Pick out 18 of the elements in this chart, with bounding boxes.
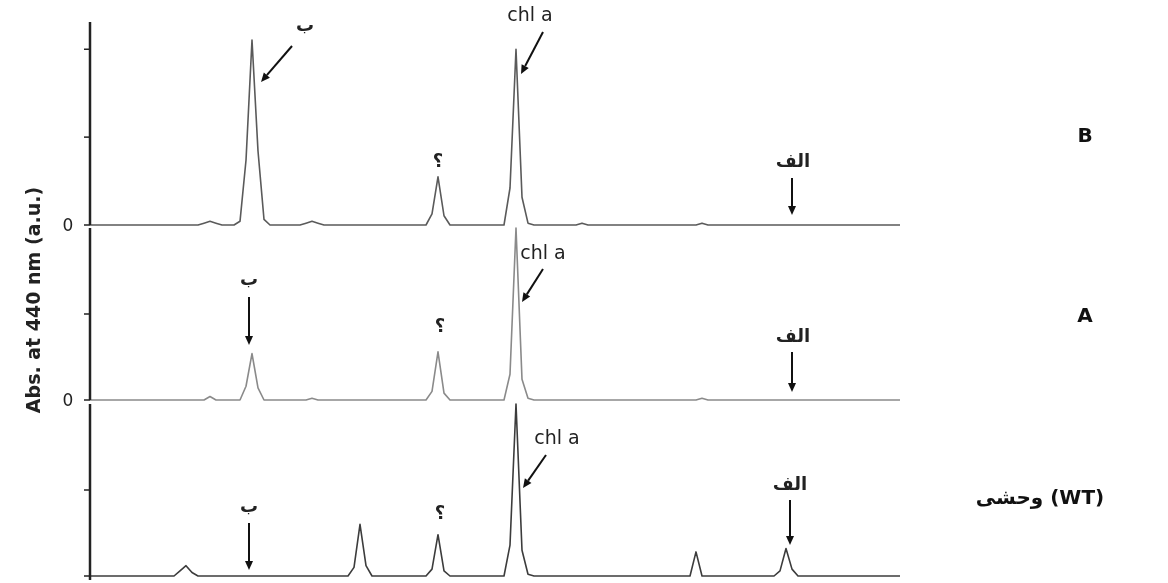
text: 0: [62, 390, 74, 410]
text: وحشی (WT): [975, 485, 1105, 509]
annotation: ؟: [434, 314, 446, 336]
text: ب: [295, 13, 315, 35]
text: 0: [62, 215, 74, 235]
y-axis-title: Abs. at 440 nm (a.u.): [22, 186, 44, 414]
text: A: [1077, 303, 1093, 327]
annotation: chl a: [520, 241, 566, 263]
text: chl a: [507, 3, 553, 25]
annotation: ؟: [432, 149, 444, 171]
annotation: الف: [775, 149, 811, 171]
annotation: الف: [772, 472, 808, 494]
annotation: chl a: [534, 426, 580, 448]
annotation: الف: [775, 324, 811, 346]
text: B: [1077, 123, 1093, 147]
annotation: ب: [239, 267, 259, 289]
annotation: ؟: [434, 501, 446, 523]
annotation: ب: [239, 494, 259, 516]
